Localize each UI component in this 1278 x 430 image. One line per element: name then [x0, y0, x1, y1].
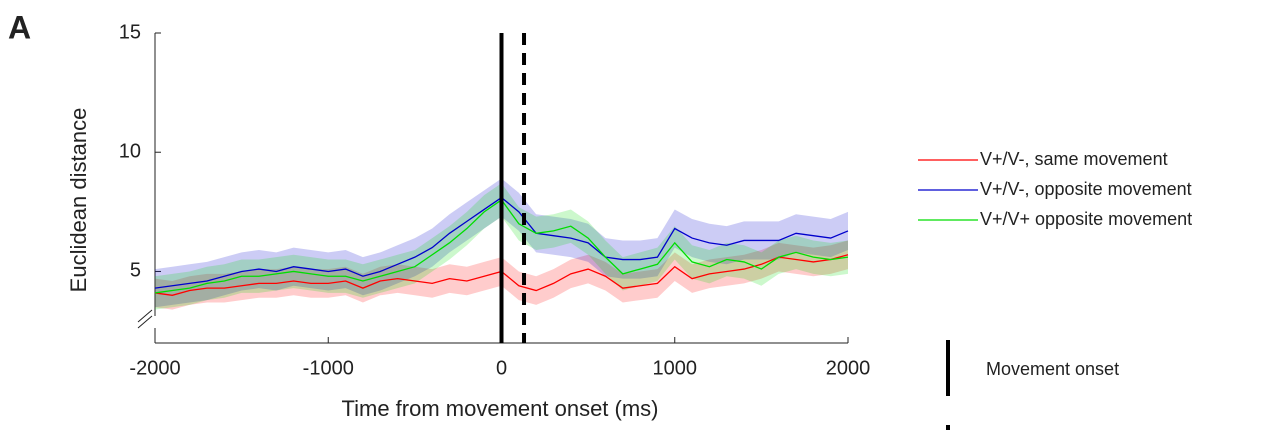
y-tick-label: 5: [130, 260, 141, 282]
x-tick-label: -1000: [303, 357, 354, 379]
axis-break: [137, 309, 153, 323]
legend-label: Movement onset: [986, 359, 1119, 379]
error-band: [155, 178, 848, 308]
axis-break: [137, 315, 153, 329]
legend-label: V+/V-, opposite movement: [980, 179, 1192, 199]
y-axis-label: Euclidean distance: [66, 108, 91, 293]
legend-label: V+/V-, same movement: [980, 149, 1168, 169]
x-tick-label: 0: [496, 357, 507, 379]
x-axis-label: Time from movement onset (ms): [341, 396, 658, 421]
y-tick-label: 10: [119, 141, 141, 163]
legend-label: V+/V+ opposite movement: [980, 209, 1192, 229]
x-tick-label: 1000: [653, 357, 698, 379]
panel-label: A: [8, 9, 31, 45]
x-tick-label: 2000: [826, 357, 871, 379]
y-tick-label: 15: [119, 21, 141, 43]
error-band: [155, 183, 848, 310]
x-tick-label: -2000: [129, 357, 180, 379]
